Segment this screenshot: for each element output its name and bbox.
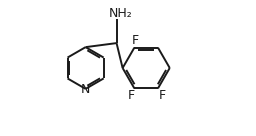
Text: F: F [158, 89, 166, 102]
Text: N: N [81, 83, 90, 96]
Text: NH₂: NH₂ [109, 7, 132, 20]
Text: F: F [128, 89, 135, 102]
Text: F: F [132, 34, 139, 47]
